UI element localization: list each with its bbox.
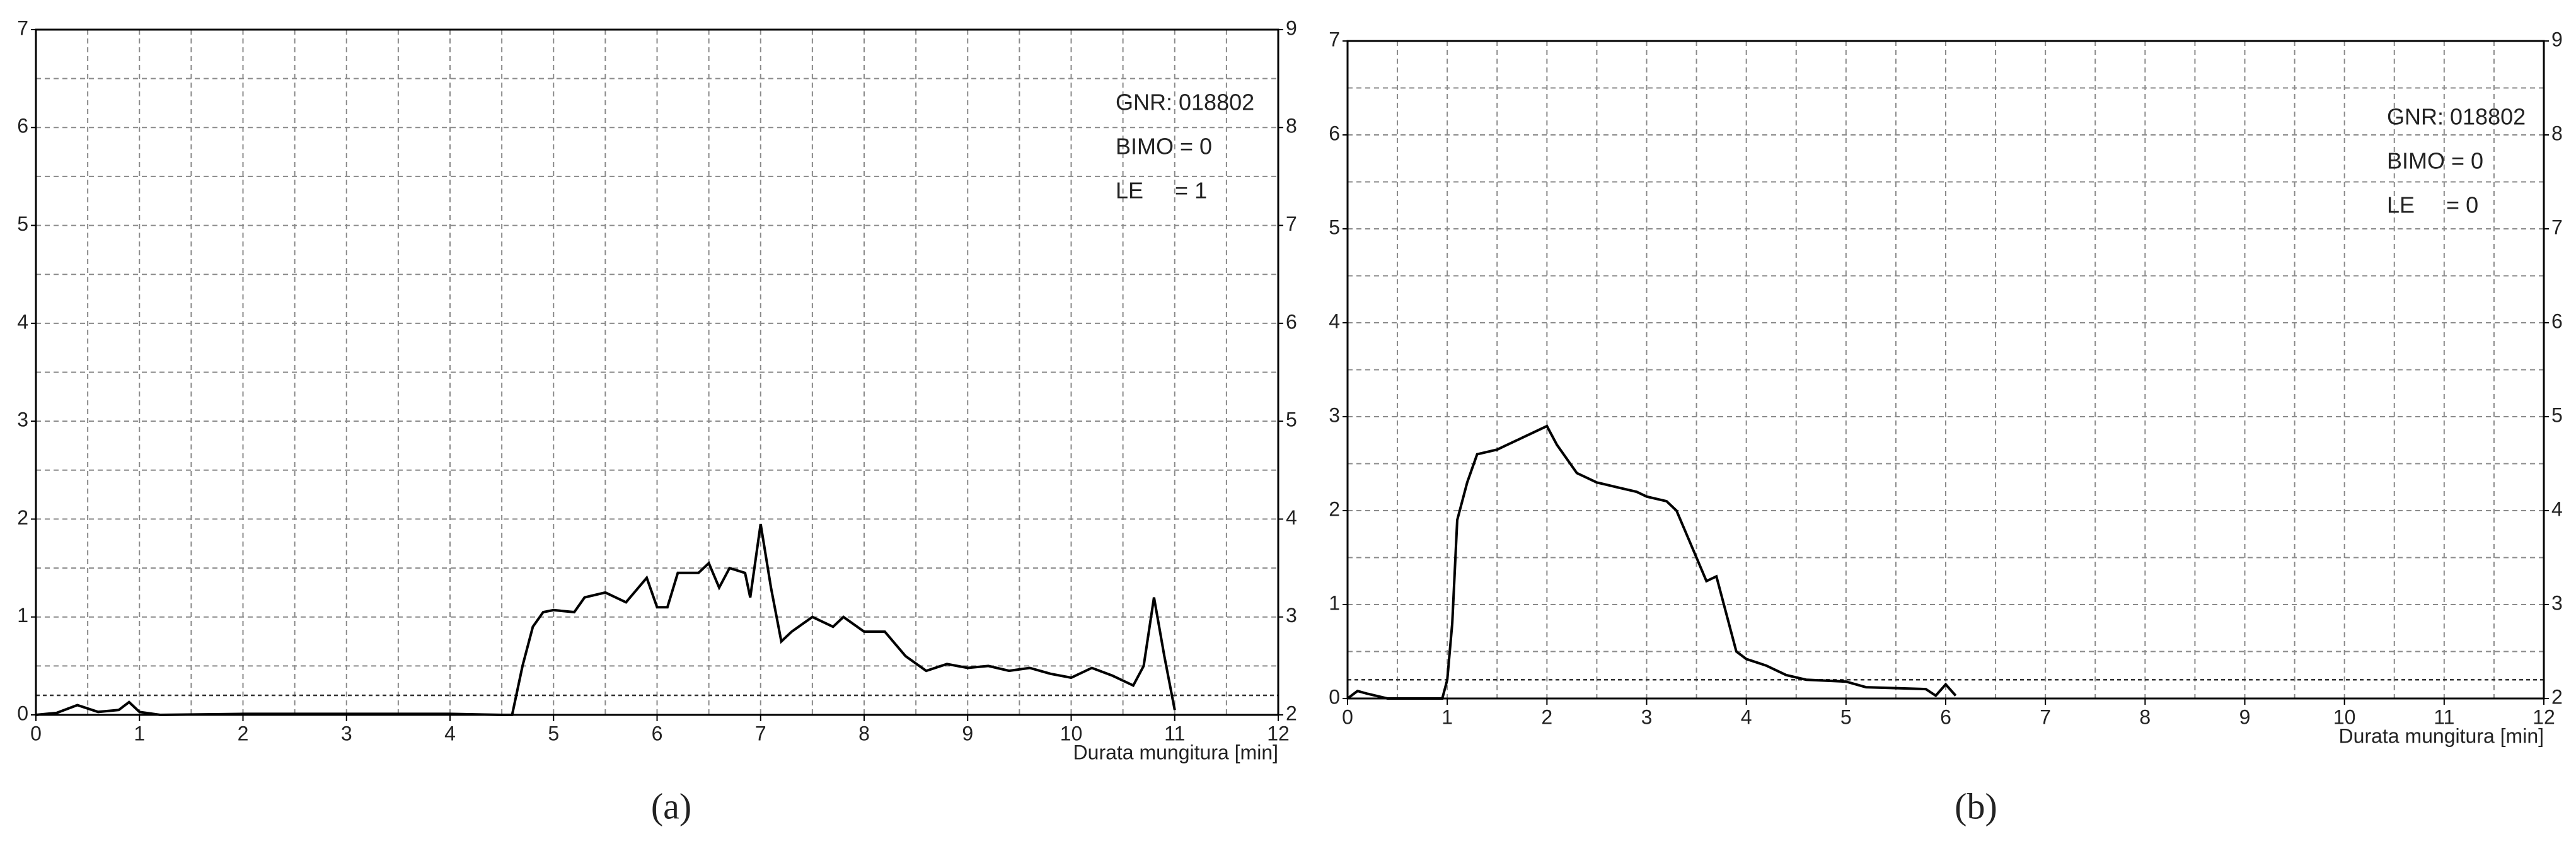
annotation: BIMO = 0	[1116, 134, 1212, 159]
x-tick-label: 6	[1940, 705, 1951, 728]
y-tick-label: 4	[17, 310, 28, 333]
x-tick-label: 7	[2040, 705, 2051, 728]
y-tick-label: 1	[17, 604, 28, 627]
caption: (b)	[1955, 785, 1997, 826]
x-tick-label: 6	[652, 722, 663, 745]
x-tick-label: 1	[1441, 705, 1453, 728]
x-tick-label: 0	[1342, 705, 1353, 728]
annotation: GNR: 018802	[2387, 104, 2526, 130]
x-tick-label: 10	[2333, 705, 2356, 728]
x-tick-label: 3	[341, 722, 352, 745]
x-tick-label: 9	[2239, 705, 2251, 728]
x-tick-label: 0	[30, 722, 42, 745]
x-tick-label: 4	[1741, 705, 1752, 728]
x-tick-label: 10	[1060, 722, 1083, 745]
x-tick-label: 12	[1267, 722, 1290, 745]
x-tick-label: 1	[134, 722, 145, 745]
x-axis-label: Durata mungitura [min]	[1073, 741, 1278, 763]
y-tick-label: 2	[17, 506, 28, 529]
y2-tick-label: 2	[2551, 685, 2563, 708]
plot-frame	[1346, 40, 2545, 700]
y2-tick-label: 5	[1286, 409, 1297, 431]
x-tick-label: 7	[755, 722, 766, 745]
y2-tick-label: 9	[1286, 16, 1297, 39]
y-tick-label: 6	[1329, 122, 1340, 144]
y2-tick-label: 9	[2551, 28, 2563, 50]
plot-frame	[35, 28, 1279, 716]
y2-tick-label: 7	[1286, 212, 1297, 235]
annotation: BIMO = 0	[2387, 148, 2483, 174]
y2-tick-label: 3	[1286, 604, 1297, 627]
y2-tick-label: 8	[1286, 115, 1297, 137]
y2-tick-label: 8	[2551, 122, 2563, 144]
y2-tick-label: 4	[1286, 506, 1297, 529]
caption: (a)	[651, 785, 691, 826]
x-tick-label: 3	[1641, 705, 1653, 728]
y-tick-label: 5	[17, 212, 28, 235]
y-tick-label: 7	[1329, 28, 1340, 50]
y2-tick-label: 2	[1286, 702, 1297, 724]
x-tick-label: 2	[1541, 705, 1552, 728]
x-tick-label: 12	[2533, 705, 2555, 728]
x-tick-label: 11	[1164, 722, 1185, 745]
data-line	[35, 523, 1176, 717]
x-tick-label: 5	[548, 722, 559, 745]
y-tick-label: 2	[1329, 497, 1340, 520]
x-tick-label: 4	[444, 722, 456, 745]
annotation: LE = 1	[1116, 178, 1207, 204]
x-tick-label: 8	[2139, 705, 2151, 728]
y-tick-label: 1	[1329, 591, 1340, 614]
x-tick-label: 5	[1840, 705, 1852, 728]
x-tick-label: 2	[238, 722, 249, 745]
annotation: LE = 0	[2387, 192, 2478, 218]
data-line	[1346, 424, 1957, 700]
y-tick-label: 5	[1329, 216, 1340, 238]
y-tick-label: 0	[17, 702, 28, 724]
y-tick-label: 4	[1329, 310, 1340, 332]
y2-tick-label: 6	[2551, 310, 2563, 332]
x-tick-label: 11	[2434, 705, 2454, 728]
y-tick-label: 6	[17, 115, 28, 137]
y-tick-label: 7	[17, 16, 28, 39]
y2-tick-label: 6	[1286, 310, 1297, 333]
annotation: GNR: 018802	[1116, 90, 1254, 115]
y-tick-label: 3	[1329, 403, 1340, 426]
y-tick-label: 3	[17, 409, 28, 431]
y2-tick-label: 4	[2551, 497, 2563, 520]
y2-tick-label: 3	[2551, 591, 2563, 614]
y-tick-label: 0	[1329, 685, 1340, 708]
x-tick-label: 9	[962, 722, 973, 745]
y2-tick-label: 5	[2551, 403, 2563, 426]
y2-tick-label: 7	[2551, 216, 2563, 238]
x-tick-label: 8	[858, 722, 870, 745]
x-axis-label: Durata mungitura [min]	[2339, 724, 2544, 747]
